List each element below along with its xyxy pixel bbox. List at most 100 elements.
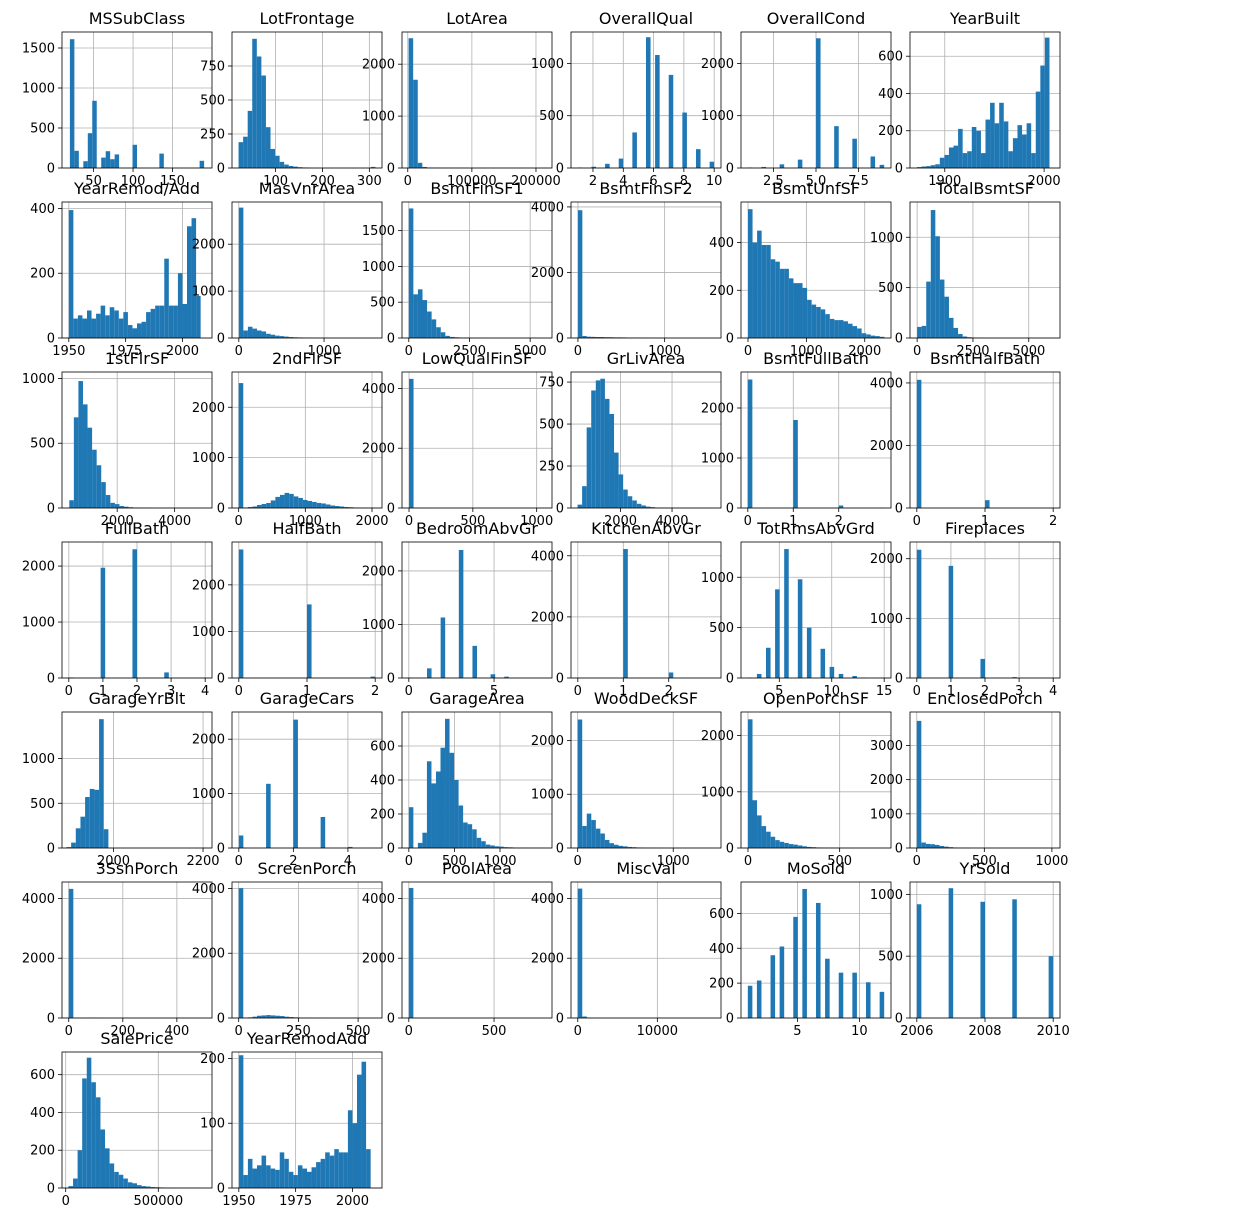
y-tick-label: 1000 <box>701 571 734 586</box>
y-tick-label: 0 <box>217 1012 225 1027</box>
histogram-bar <box>275 1015 280 1018</box>
panel-title: MSSubClass <box>89 9 186 28</box>
panel-title: LotFrontage <box>260 9 355 28</box>
y-tick-label: 0 <box>726 502 734 517</box>
plot-frame <box>401 201 553 339</box>
histogram-bar <box>87 133 93 168</box>
histogram-bar <box>591 336 596 338</box>
histogram-bar <box>636 503 642 508</box>
y-tick-label: 2000 <box>362 564 395 579</box>
histogram-bar <box>289 1017 294 1018</box>
x-tick-label: 1900 <box>928 174 961 189</box>
panel-title: LowQualFinSF <box>422 349 532 368</box>
panel-title: BsmtHalfBath <box>930 349 1040 368</box>
histogram-bar <box>925 843 931 848</box>
histogram-bar <box>436 327 441 338</box>
histogram-bar <box>408 208 414 338</box>
y-tick-label: 0 <box>387 162 395 177</box>
panel-title: GrLivArea <box>607 349 686 368</box>
histogram-bar <box>86 1057 92 1188</box>
histogram-bar <box>967 337 972 338</box>
y-tick-label: 2000 <box>192 578 225 593</box>
plot-frame <box>61 201 213 339</box>
histogram-bar <box>150 1187 156 1188</box>
x-tick-label: 1000 <box>1035 854 1068 869</box>
histogram-bar <box>141 321 147 338</box>
histogram-bar <box>613 844 619 848</box>
y-tick-label: 0 <box>726 162 734 177</box>
histogram-bar <box>289 493 294 508</box>
histogram-bar <box>252 506 258 508</box>
x-tick-label: 100 <box>263 174 288 189</box>
y-tick-label: 4000 <box>362 382 395 397</box>
histogram-bar <box>252 38 257 168</box>
histogram-bar <box>958 333 963 338</box>
y-tick-label: 1000 <box>701 785 734 800</box>
histogram-bar <box>408 807 414 848</box>
histogram-bar <box>357 1074 362 1188</box>
histogram-bar <box>494 846 500 848</box>
histogram-bar <box>238 1055 244 1188</box>
histogram-bar <box>330 505 336 508</box>
x-tick-label: 500 <box>972 854 997 869</box>
panel-title: KitchenAbvGr <box>591 519 701 538</box>
x-tick-label: 0 <box>62 1194 70 1209</box>
histogram-bar <box>114 154 120 168</box>
histogram-bar <box>926 166 931 168</box>
histogram-bar <box>829 318 835 338</box>
histogram-panel: 0 2500 5000 0 500 1000 1500 BsmtFinSF1 <box>362 179 553 359</box>
histogram-bar <box>857 328 862 338</box>
histogram-bar <box>132 144 137 168</box>
histogram-bar <box>284 1158 289 1188</box>
x-tick-label: 5 <box>775 684 783 699</box>
x-tick-label: 0 <box>744 514 752 529</box>
y-tick-label: 200 <box>709 977 734 992</box>
histogram-bar <box>449 336 455 338</box>
histogram-bar <box>96 465 102 508</box>
histogram-bar <box>577 888 583 1018</box>
histogram-panel: 5 10 0 200 400 600 MoSold <box>709 859 892 1039</box>
histogram-bar <box>1017 125 1023 168</box>
histogram-bar <box>325 504 331 508</box>
histogram-bar <box>361 1061 367 1188</box>
y-tick-label: 2000 <box>870 439 903 454</box>
histogram-bar <box>916 720 922 848</box>
histogram-bar <box>838 972 844 1018</box>
x-tick-label: 100 <box>121 174 146 189</box>
histogram-bar <box>1048 956 1054 1018</box>
histogram-bar <box>146 1186 151 1188</box>
histogram-bar <box>934 844 940 848</box>
histogram-bar <box>168 305 174 338</box>
histogram-bar <box>806 627 812 678</box>
y-tick-label: 0 <box>217 1182 225 1197</box>
histogram-bar <box>413 79 418 168</box>
histogram-bar <box>77 1150 83 1188</box>
histogram-bar <box>413 294 418 338</box>
x-tick-label: 1000 <box>648 344 681 359</box>
histogram-bar <box>150 308 156 338</box>
histogram-bar <box>408 38 414 169</box>
plot-frame <box>909 31 1061 169</box>
histogram-bar <box>623 846 628 848</box>
histogram-bar <box>802 287 808 338</box>
histogram-bar <box>422 166 427 168</box>
histogram-bar <box>77 315 83 338</box>
histogram-bar <box>109 1163 115 1188</box>
histogram-panel: 0 1 2 0 2000 4000 BsmtHalfBath <box>870 349 1061 529</box>
histogram-bar <box>279 336 285 338</box>
histogram-bar <box>370 676 376 678</box>
histogram-bar <box>916 549 922 678</box>
histogram-bar <box>582 486 587 508</box>
y-tick-label: 0 <box>217 672 225 687</box>
y-tick-label: 1000 <box>22 82 55 97</box>
y-tick-label: 4000 <box>870 376 903 391</box>
y-tick-label: 600 <box>709 907 734 922</box>
x-tick-label: 500 <box>482 1024 507 1039</box>
histogram-bar <box>994 123 1000 168</box>
histogram-bar <box>930 210 936 338</box>
panel-title: Fireplaces <box>945 519 1025 538</box>
histogram-bar <box>417 289 423 338</box>
x-tick-label: 1000 <box>790 344 823 359</box>
x-tick-label: 0 <box>235 344 243 359</box>
plot-frame <box>570 371 722 509</box>
